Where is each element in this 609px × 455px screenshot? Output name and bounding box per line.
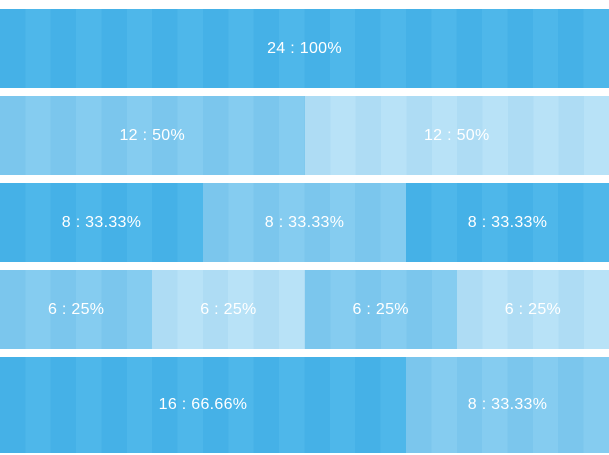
grid-block-label: 6 : 25%: [47, 300, 105, 318]
grid-block-span-8: 8 : 33.33%: [406, 183, 609, 262]
grid-block-label: 6 : 25%: [504, 300, 562, 318]
grid-block-label: 16 : 66.66%: [158, 396, 248, 413]
grid-block-span-6: 6 : 25%: [0, 270, 153, 349]
grid-row-5: 16 : 66.66% 8 : 33.33%: [0, 357, 609, 453]
grid-block-span-8: 8 : 33.33%: [203, 183, 406, 262]
grid-block-span-16: 16 : 66.66%: [0, 357, 406, 453]
grid-block-span-6: 6 : 25%: [152, 270, 305, 349]
grid-block-span-24: 24 : 100%: [0, 9, 609, 88]
grid-block-span-6: 6 : 25%: [456, 270, 609, 349]
grid-row-4: 6 : 25% 6 : 25% 6 : 25% 6 : 25%: [0, 270, 609, 349]
grid-block-label: 12 : 50%: [119, 126, 186, 144]
grid-row-2: 12 : 50% 12 : 50%: [0, 96, 609, 175]
grid-block-label: 6 : 25%: [352, 300, 409, 318]
grid-block-span-8: 8 : 33.33%: [406, 357, 609, 453]
grid-row-3: 8 : 33.33% 8 : 33.33% 8 : 33.33%: [0, 183, 609, 262]
grid-block-label: 8 : 33.33%: [264, 213, 345, 231]
grid-block-label: 8 : 33.33%: [467, 396, 548, 413]
grid-block-label: 6 : 25%: [200, 300, 257, 318]
grid-block-label: 12 : 50%: [423, 126, 490, 144]
grid-block-span-12: 12 : 50%: [0, 96, 305, 175]
grid-block-label: 24 : 100%: [267, 39, 342, 57]
grid-block-span-8: 8 : 33.33%: [0, 183, 203, 262]
grid-block-label: 8 : 33.33%: [61, 213, 142, 231]
grid-block-span-12: 12 : 50%: [304, 96, 609, 175]
grid-block-label: 8 : 33.33%: [467, 213, 548, 231]
grid-block-span-6: 6 : 25%: [304, 270, 457, 349]
grid-row-1: 24 : 100%: [0, 9, 609, 88]
